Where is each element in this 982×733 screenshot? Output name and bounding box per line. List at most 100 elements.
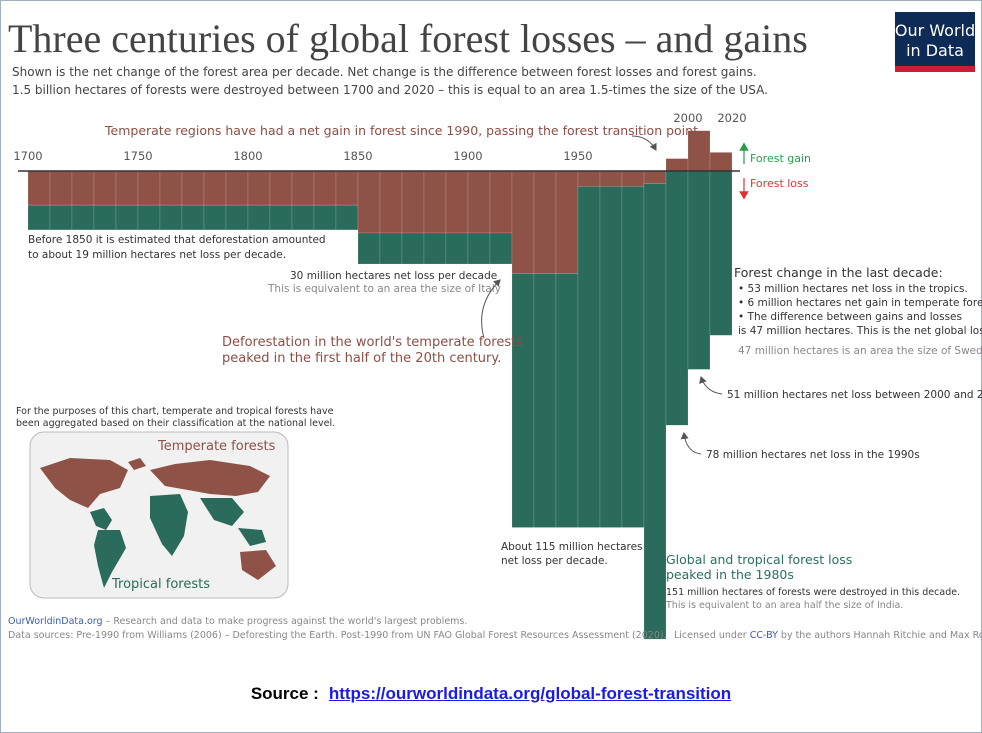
annotation: 30 million hectares net loss per decade <box>290 270 497 282</box>
logo-text: in Data <box>906 41 964 60</box>
arrow <box>680 432 702 455</box>
bar-segment <box>49 204 73 231</box>
bar-segment <box>357 170 381 234</box>
bar-segment <box>401 170 425 234</box>
bar-segment <box>181 170 205 206</box>
bars <box>27 130 733 640</box>
bar-segment <box>445 170 469 234</box>
x-tick-label: 1900 <box>453 149 482 163</box>
bar-segment <box>401 232 425 265</box>
bar-segment <box>203 204 227 231</box>
annotation: 51 million hectares net loss between 200… <box>727 389 982 401</box>
bar-segment <box>137 204 161 231</box>
annotation: 78 million hectares net loss in the 1990… <box>706 449 920 461</box>
bar-segment <box>71 204 95 231</box>
annotation: • 53 million hectares net loss in the tr… <box>738 283 968 295</box>
annotation: been aggregated based on their classific… <box>16 418 335 429</box>
bar-segment <box>511 273 535 528</box>
bar-segment <box>269 170 293 206</box>
bar-segment <box>599 170 623 187</box>
annotation: 151 million hectares of forests were des… <box>666 587 960 598</box>
x-tick-label: 1850 <box>343 149 372 163</box>
bar-segment <box>159 170 183 206</box>
annotation: peaked in the first half of the 20th cen… <box>222 351 501 366</box>
loss-label: Forest loss <box>750 177 809 190</box>
bar-segment <box>621 186 645 528</box>
bar-segment <box>225 204 249 231</box>
annotation: • The difference between gains and losse… <box>738 311 962 323</box>
bar-segment <box>357 232 381 265</box>
map-south-america <box>94 530 126 588</box>
annotation: This is equivalent to an area the size o… <box>267 283 501 295</box>
map-north-america <box>40 458 128 508</box>
annotation: Global and tropical forest loss <box>666 552 852 567</box>
bar-segment <box>181 204 205 231</box>
map-south-asia <box>200 498 244 526</box>
bar-segment <box>467 170 491 234</box>
bar-segment <box>489 232 513 265</box>
x-tick-label: 1800 <box>233 149 262 163</box>
annotation: net loss per decade. <box>501 555 608 567</box>
bar-segment <box>445 232 469 265</box>
annotation: For the purposes of this chart, temperat… <box>16 406 334 417</box>
bar-segment <box>577 186 601 528</box>
bar-segment <box>137 170 161 206</box>
annotation: is 47 million hectares. This is the net … <box>738 325 982 337</box>
arrow <box>699 376 723 395</box>
x-tick-label: 1700 <box>13 149 42 163</box>
bar-segment <box>423 232 447 265</box>
license-link: CC-BY <box>750 630 778 641</box>
footer-sources: Data sources: Pre-1990 from Williams (20… <box>8 630 667 641</box>
source-line: Source : https://ourworldindata.org/globa… <box>0 684 982 704</box>
annotation: Deforestation in the world's temperate f… <box>222 335 523 350</box>
arrow <box>631 135 657 151</box>
map-greenland <box>128 458 146 470</box>
gain-label: Forest gain <box>750 152 811 165</box>
bar-segment <box>313 204 337 231</box>
bar-segment <box>577 170 601 187</box>
logo-text: Our World <box>895 21 975 40</box>
bar-segment <box>467 232 491 265</box>
x-tick-label: 2020 <box>717 111 746 125</box>
bar-segment <box>247 170 271 206</box>
footer-line: OurWorldinData.org – Research and data t… <box>8 616 467 627</box>
bar-segment <box>379 170 403 234</box>
bar-segment <box>269 204 293 231</box>
bar-segment <box>203 170 227 206</box>
bar-segment <box>533 273 557 528</box>
bar-segment <box>27 204 51 231</box>
bar-segment <box>489 170 513 234</box>
source-link[interactable]: https://ourworldindata.org/global-forest… <box>328 684 732 703</box>
bar-segment <box>291 204 315 231</box>
source-label: Source : <box>250 684 319 703</box>
bar-segment <box>93 170 117 206</box>
bar-segment <box>71 170 95 206</box>
map-central-america <box>90 508 112 530</box>
bar-segment <box>709 152 733 172</box>
annotation: About 115 million hectares <box>501 541 643 553</box>
bar-segment <box>511 170 535 274</box>
bar-segment <box>687 170 711 370</box>
bar-segment <box>709 170 733 336</box>
footer-tagline: – Research and data to make progress aga… <box>103 616 468 627</box>
map-africa <box>150 494 188 556</box>
license-post: by the authors Hannah Ritchie and Max Ro… <box>778 630 982 641</box>
annotation: 47 million hectares is an area the size … <box>738 345 982 357</box>
annotation: Forest change in the last decade: <box>734 265 943 280</box>
license-pre: Licensed under <box>674 630 750 641</box>
title: Three centuries of global forest losses … <box>8 16 808 61</box>
subtitle: Shown is the net change of the forest ar… <box>12 65 757 79</box>
bar-segment <box>159 204 183 231</box>
legend-label: Temperate forests <box>157 439 276 454</box>
bar-segment <box>379 232 403 265</box>
map-eurasia <box>150 460 270 496</box>
x-tick-label: 1750 <box>123 149 152 163</box>
bar-segment <box>423 170 447 234</box>
bar-segment <box>27 170 51 206</box>
logo-bar <box>895 66 975 72</box>
arrow <box>481 279 501 339</box>
map <box>29 431 289 599</box>
map-indonesia <box>238 528 266 546</box>
annotation: peaked in the 1980s <box>666 567 794 582</box>
